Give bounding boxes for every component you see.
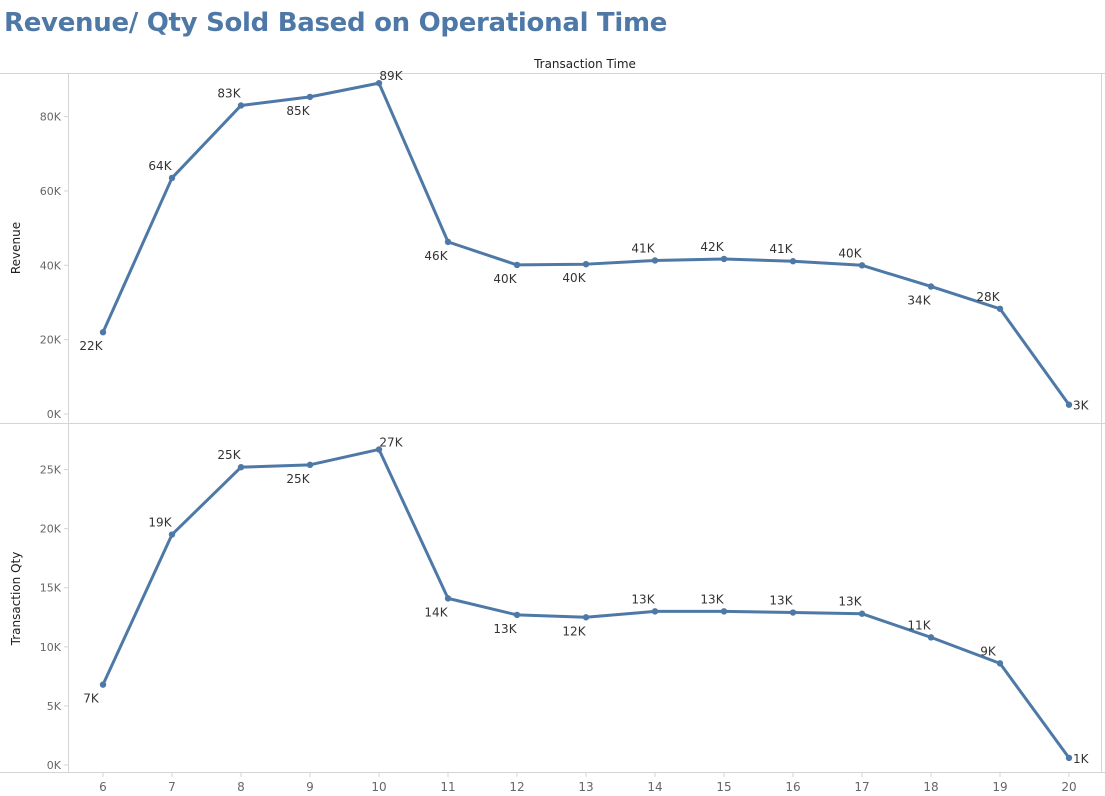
data-label: 14K: [424, 605, 448, 619]
data-label: 13K: [493, 622, 517, 636]
data-label: 13K: [769, 594, 793, 608]
transaction-qty-axis-title: Transaction Qty: [9, 552, 23, 647]
data-label: 12K: [562, 624, 586, 638]
data-label: 85K: [286, 104, 310, 118]
data-point[interactable]: [237, 102, 245, 109]
x-tick-label: 9: [306, 780, 314, 794]
transaction-qty-panel: Transaction Qty 0K 5K 10K 15K 20K 25K 7K 19K 25K…: [9, 435, 1090, 772]
data-label: 7K: [83, 692, 100, 706]
data-label: 34K: [907, 293, 931, 307]
x-axis-title: Transaction Time: [533, 57, 636, 71]
x-tick-label: 10: [371, 780, 386, 794]
data-label: 64K: [148, 159, 172, 173]
x-tick-label: 15: [716, 780, 731, 794]
data-label: 28K: [976, 290, 1000, 304]
data-label: 1K: [1073, 752, 1090, 766]
revenue-axis-title: Revenue: [9, 222, 23, 274]
series-line: [101, 81, 1071, 407]
data-label: 3K: [1073, 399, 1090, 413]
data-point[interactable]: [720, 255, 728, 263]
data-label: 22K: [79, 339, 103, 353]
data-point[interactable]: [237, 463, 245, 471]
x-tick-label: 6: [99, 780, 107, 794]
x-tick-label: 8: [237, 780, 245, 794]
x-tick-label: 16: [785, 780, 800, 794]
x-axis-ticks: 6 7 8 9 10 11 12 13 14 15 16 17 18 19 20: [99, 773, 1077, 794]
data-label: 40K: [562, 271, 586, 285]
data-point[interactable]: [513, 611, 521, 619]
data-label: 25K: [217, 448, 241, 462]
data-point[interactable]: [858, 610, 866, 617]
chart-frame: [0, 73, 1105, 773]
data-point[interactable]: [789, 258, 797, 265]
data-point[interactable]: [1065, 401, 1073, 408]
data-label: 13K: [700, 592, 724, 606]
chart-title: Revenue/ Qty Sold Based on Operational T…: [4, 8, 668, 38]
data-point[interactable]: [996, 305, 1004, 312]
y-tick-label: 5K: [47, 700, 62, 713]
data-point[interactable]: [513, 261, 521, 269]
y-tick-label: 20K: [40, 334, 62, 347]
x-tick-label: 19: [992, 780, 1007, 794]
x-tick-label: 13: [578, 780, 593, 794]
y-tick-label: 0K: [47, 408, 62, 421]
x-tick-label: 14: [647, 780, 662, 794]
data-label: 40K: [493, 272, 517, 286]
data-point[interactable]: [651, 608, 659, 615]
data-label: 27K: [379, 435, 403, 449]
data-label: 89K: [379, 69, 403, 83]
x-tick-label: 11: [440, 780, 455, 794]
data-point[interactable]: [375, 79, 383, 87]
data-label: 9K: [980, 644, 997, 658]
x-tick-label: 17: [854, 780, 869, 794]
data-point[interactable]: [927, 634, 935, 641]
data-point[interactable]: [582, 614, 590, 621]
data-point[interactable]: [996, 660, 1004, 667]
data-point[interactable]: [306, 93, 314, 101]
data-label: 41K: [769, 242, 793, 256]
data-point[interactable]: [858, 262, 866, 269]
data-label: 11K: [907, 618, 931, 632]
y-tick-label: 0K: [47, 759, 62, 772]
data-label: 13K: [838, 595, 862, 609]
series-line: [101, 447, 1071, 760]
data-point[interactable]: [582, 260, 590, 268]
data-label: 83K: [217, 86, 241, 100]
data-label: 25K: [286, 472, 310, 486]
y-tick-label: 25K: [40, 464, 62, 477]
y-tick-label: 15K: [40, 582, 62, 595]
data-point[interactable]: [99, 329, 107, 336]
y-tick-label: 20K: [40, 523, 62, 536]
data-label: 46K: [424, 249, 448, 263]
data-label: 40K: [838, 246, 862, 260]
data-point[interactable]: [306, 461, 314, 469]
revenue-panel: Revenue 0K 20K 40K 60K 80K 22K 64K 83K 85K 89K 46K…: [9, 69, 1090, 421]
data-label: 19K: [148, 516, 172, 530]
data-point[interactable]: [375, 446, 383, 453]
y-tick-label: 10K: [40, 641, 62, 654]
y-tick-label: 80K: [40, 111, 62, 124]
data-point[interactable]: [99, 681, 107, 688]
data-point[interactable]: [168, 531, 176, 538]
data-point[interactable]: [444, 238, 452, 246]
data-point[interactable]: [789, 609, 797, 616]
data-point[interactable]: [444, 595, 452, 602]
y-tick-label: 40K: [40, 259, 62, 272]
data-point[interactable]: [720, 608, 728, 615]
y-tick-label: 60K: [40, 185, 62, 198]
x-tick-label: 7: [168, 780, 176, 794]
x-tick-label: 18: [923, 780, 938, 794]
x-tick-label: 20: [1061, 780, 1076, 794]
data-label: 41K: [631, 241, 655, 255]
data-point[interactable]: [651, 257, 659, 264]
data-point[interactable]: [1065, 754, 1073, 762]
data-label: 13K: [631, 592, 655, 606]
data-point[interactable]: [927, 283, 935, 290]
x-tick-label: 12: [509, 780, 524, 794]
data-point[interactable]: [168, 174, 176, 182]
data-label: 42K: [700, 240, 724, 254]
